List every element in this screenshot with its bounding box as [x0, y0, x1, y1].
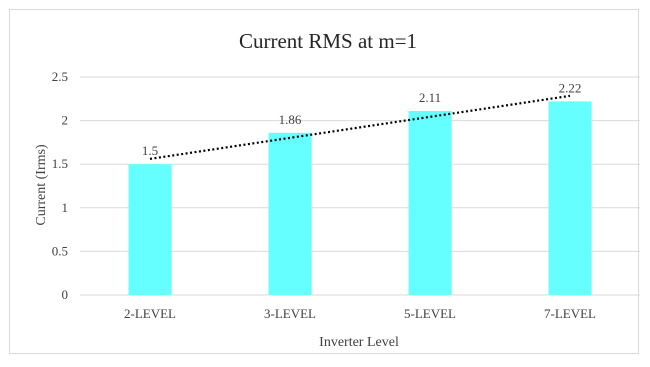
bar [268, 132, 312, 295]
y-tick-label: 2 [62, 113, 69, 128]
chart-title: Current RMS at m=1 [239, 29, 417, 53]
y-axis-ticks: 0 0.5 1 1.5 2 2.5 [52, 69, 68, 302]
y-tick-label: 1 [62, 200, 69, 215]
x-axis-label: Inverter Level [319, 335, 399, 350]
data-label: 2.11 [419, 90, 441, 105]
bar [408, 111, 452, 296]
data-label: 1.86 [279, 112, 302, 127]
bars [128, 101, 592, 296]
y-tick-label: 2.5 [52, 69, 68, 84]
y-tick-label: 0.5 [52, 243, 68, 258]
y-tick-label: 0 [62, 287, 69, 302]
bar [548, 101, 592, 295]
x-tick-label: 7-LEVEL [544, 306, 596, 321]
y-axis-label: Current (Irms) [34, 144, 49, 226]
gridlines [80, 76, 640, 296]
bar [128, 164, 172, 295]
x-axis-ticks: 2-LEVEL 3-LEVEL 5-LEVEL 7-LEVEL [124, 306, 596, 321]
y-tick-label: 1.5 [52, 156, 68, 171]
trendline-line [149, 94, 571, 160]
x-tick-label: 3-LEVEL [264, 306, 316, 321]
data-label: 2.22 [559, 80, 582, 95]
trendline [149, 94, 571, 160]
chart-frame [9, 9, 639, 354]
x-tick-label: 5-LEVEL [404, 306, 456, 321]
data-label: 1.5 [142, 143, 158, 158]
data-labels: 1.5 1.86 2.11 2.22 [142, 80, 582, 158]
x-tick-label: 2-LEVEL [124, 306, 176, 321]
